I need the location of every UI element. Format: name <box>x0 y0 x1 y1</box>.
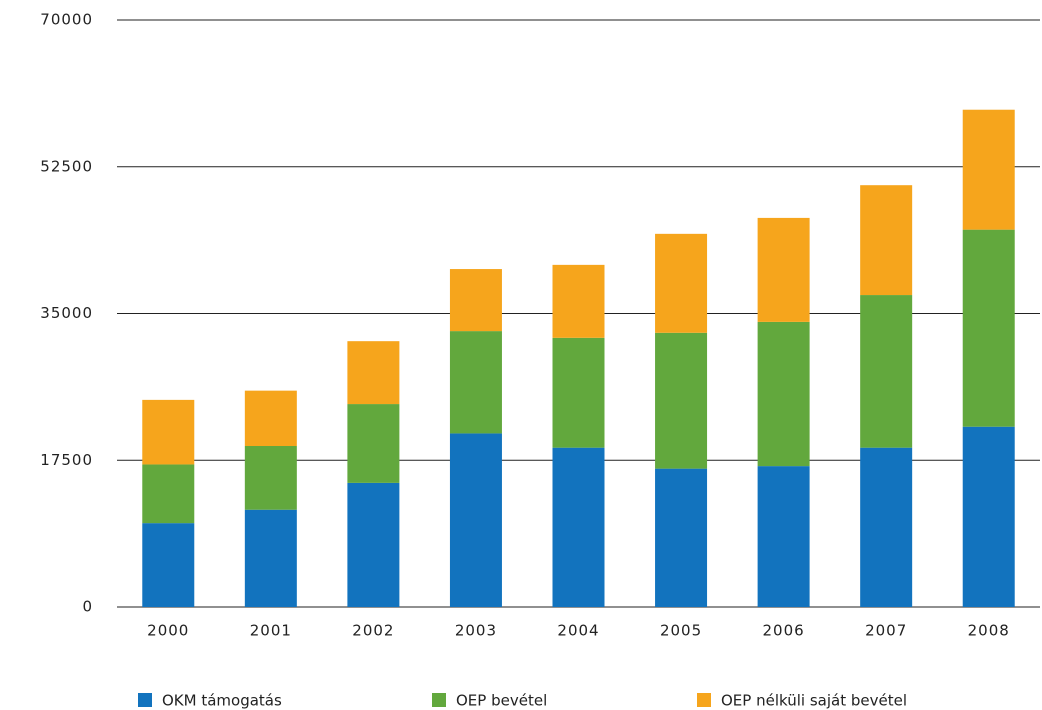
bar-segment <box>860 295 913 448</box>
bar-segment <box>347 341 400 405</box>
bar-segment <box>962 229 1015 427</box>
bar-segment <box>142 523 195 607</box>
bar-segment <box>142 464 195 524</box>
bar-segment <box>552 337 605 448</box>
legend-label: OEP bevétel <box>456 692 547 710</box>
x-tick-label: 2002 <box>352 622 394 640</box>
bar-segment <box>347 404 400 483</box>
bar-segment <box>142 399 195 465</box>
y-tick-label: 17500 <box>40 451 93 469</box>
y-tick-label: 70000 <box>40 11 93 29</box>
legend-label: OEP nélküli saját bevétel <box>721 692 907 710</box>
x-tick-label: 2000 <box>147 622 189 640</box>
bar-segment <box>552 447 605 607</box>
bar-segment <box>552 264 605 338</box>
bar-segment <box>655 332 708 469</box>
y-tick-label: 35000 <box>40 304 93 322</box>
y-tick-label: 0 <box>82 598 93 616</box>
bar-segment <box>347 482 400 607</box>
bar-segment <box>860 447 913 607</box>
bar-segment <box>449 269 502 332</box>
legend-swatch <box>697 693 711 707</box>
x-tick-label: 2001 <box>250 622 292 640</box>
bar-segment <box>244 390 297 446</box>
x-tick-label: 2004 <box>557 622 599 640</box>
x-tick-label: 2005 <box>660 622 702 640</box>
bar-segment <box>860 185 913 296</box>
bar-segment <box>962 426 1015 607</box>
bar-segment <box>757 321 810 467</box>
y-tick-label: 52500 <box>40 157 93 175</box>
bar-segment <box>757 217 810 322</box>
bar-segment <box>757 466 810 607</box>
bar-segment <box>655 233 708 333</box>
x-tick-label: 2008 <box>968 622 1010 640</box>
bar-segment <box>244 445 297 510</box>
legend-swatch <box>138 693 152 707</box>
bar-segment <box>449 433 502 607</box>
legend-swatch <box>432 693 446 707</box>
bar-segment <box>655 468 708 607</box>
bar-segment <box>244 509 297 607</box>
x-tick-label: 2006 <box>763 622 805 640</box>
bar-segment <box>449 331 502 434</box>
bar-segment <box>962 109 1015 230</box>
x-tick-label: 2007 <box>865 622 907 640</box>
legend-label: OKM támogatás <box>162 692 282 710</box>
x-tick-label: 2003 <box>455 622 497 640</box>
